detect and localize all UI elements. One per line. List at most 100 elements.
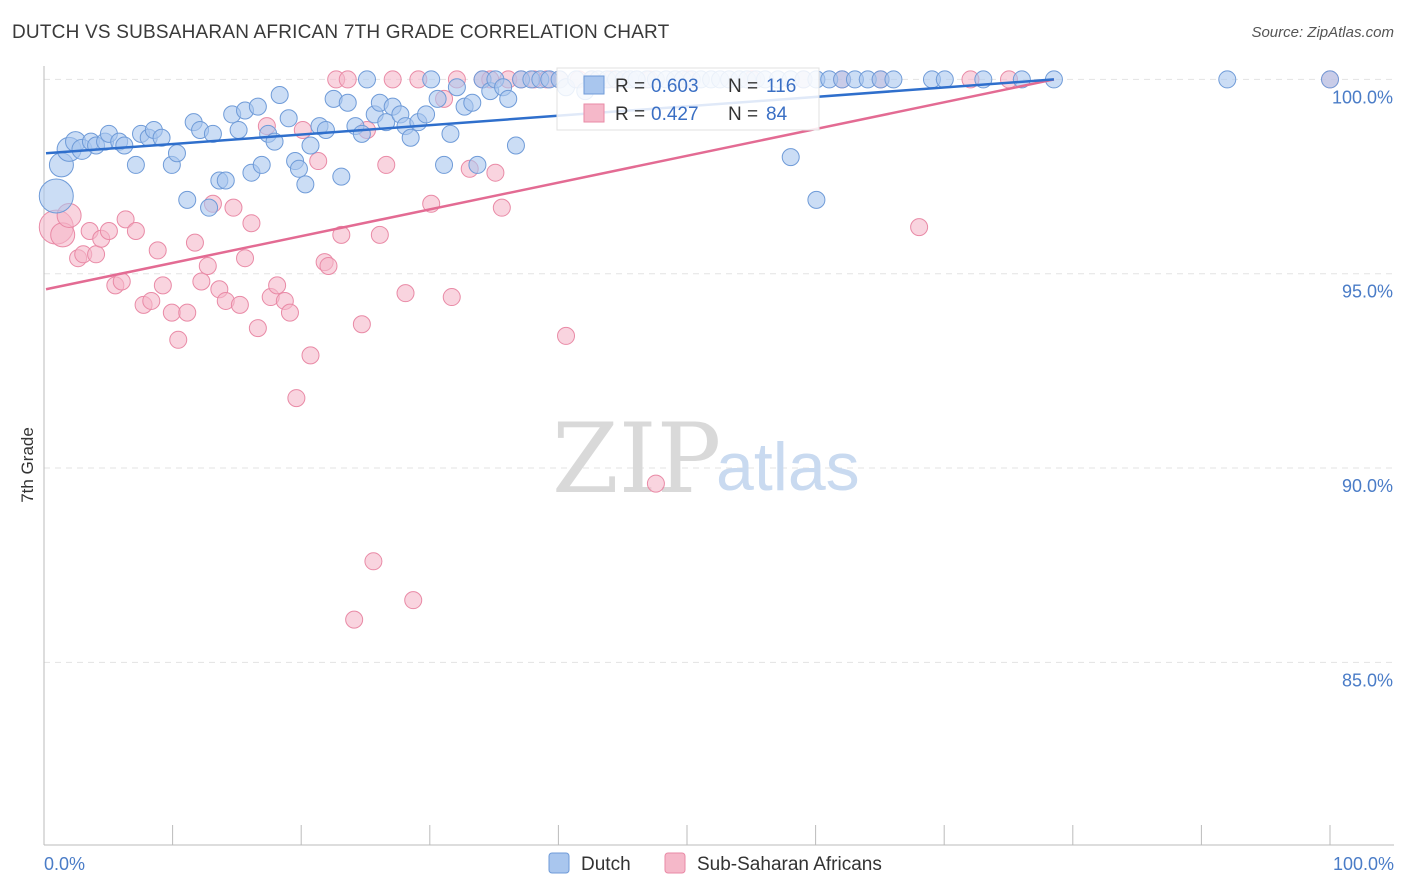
dutch-point xyxy=(463,93,482,112)
dutch-point xyxy=(352,124,371,143)
african-point xyxy=(287,389,306,408)
stats-r-label-african: R = xyxy=(615,104,645,125)
dutch-trend-line xyxy=(45,78,1055,155)
stats-n-value-african: 84 xyxy=(766,104,788,125)
african-point xyxy=(99,221,118,240)
african-point xyxy=(198,256,217,275)
dutch-point xyxy=(270,85,289,104)
dutch-point xyxy=(200,198,219,217)
african-point xyxy=(87,245,106,264)
african-point xyxy=(377,155,396,174)
dutch-point xyxy=(468,155,487,174)
dutch-point xyxy=(884,70,903,89)
african-point xyxy=(236,249,255,268)
african-point xyxy=(224,198,243,217)
african-point xyxy=(230,295,249,314)
axes xyxy=(43,66,1394,846)
african-point xyxy=(162,303,181,322)
dutch-point xyxy=(358,70,376,89)
dutch-point xyxy=(167,144,186,163)
african-point xyxy=(492,198,511,217)
dutch-point xyxy=(1012,70,1031,89)
dutch-point xyxy=(301,136,320,155)
african-trend-line xyxy=(45,78,1055,291)
african-point xyxy=(126,221,145,240)
african-point xyxy=(396,284,415,303)
dutch-point xyxy=(296,175,315,194)
dutch-point xyxy=(115,136,134,155)
y-tick-label: 95.0% xyxy=(1342,282,1393,302)
dutch-point xyxy=(279,109,298,128)
dutch-point xyxy=(203,124,222,143)
dutch-point xyxy=(252,155,271,174)
dutch-point xyxy=(401,128,420,147)
african-point xyxy=(383,70,402,89)
dutch-point xyxy=(316,120,335,139)
african-point xyxy=(319,256,338,275)
dutch-point xyxy=(441,124,460,143)
african-point xyxy=(169,330,188,349)
african-point xyxy=(332,225,351,244)
african-point xyxy=(352,315,371,334)
y-tick-label: 100.0% xyxy=(1332,87,1393,107)
african-point xyxy=(338,70,357,89)
dutch-point xyxy=(178,190,197,209)
african-point xyxy=(242,214,261,233)
legend-swatch-dutch xyxy=(548,852,570,874)
stats-n-label-dutch: N = xyxy=(728,76,758,97)
legend-label-african: Sub-Saharan Africans xyxy=(697,854,882,875)
african-point xyxy=(280,303,299,322)
african-point xyxy=(404,591,423,610)
african-point xyxy=(309,152,328,171)
african-point xyxy=(148,241,167,260)
african-point xyxy=(192,272,211,291)
x-tick-label-max: 100.0% xyxy=(1333,854,1394,874)
dutch-point xyxy=(338,93,357,112)
dutch-point xyxy=(506,136,525,155)
african-point xyxy=(910,218,929,237)
african-point xyxy=(153,276,172,295)
dutch-point xyxy=(229,120,248,139)
african-point xyxy=(116,210,135,229)
african-point xyxy=(486,163,505,182)
stats-box: R = 0.603 N = 116 R = 0.427 N = 84 xyxy=(556,67,820,131)
dutch-point xyxy=(417,105,436,124)
dutch-point xyxy=(377,113,396,132)
african-point xyxy=(370,225,389,244)
watermark: ZIP atlas xyxy=(552,403,860,515)
african-point xyxy=(345,610,364,629)
dutch-point xyxy=(289,159,308,178)
source-label: Source: ZipAtlas.com xyxy=(1251,24,1394,41)
african-point xyxy=(301,346,320,365)
dutch-point xyxy=(248,97,267,116)
dutch-point xyxy=(1218,70,1237,89)
trend-lines xyxy=(45,78,1055,291)
dutch-point xyxy=(332,167,351,186)
stats-r-value-african: 0.427 xyxy=(651,104,699,125)
stats-n-label-african: N = xyxy=(728,104,758,125)
dutch-point xyxy=(38,178,74,214)
y-tick-label: 90.0% xyxy=(1342,476,1393,496)
legend-swatch-african xyxy=(664,852,686,874)
dutch-point xyxy=(428,89,447,108)
y-tick-label: 85.0% xyxy=(1342,670,1393,690)
dutch-point xyxy=(216,171,235,190)
chart-title: DUTCH VS SUBSAHARAN AFRICAN 7TH GRADE CO… xyxy=(12,22,670,43)
african-point xyxy=(364,552,383,571)
legend: Dutch Sub-Saharan Africans xyxy=(548,852,882,875)
dutch-point xyxy=(1321,70,1339,89)
dutch-point xyxy=(447,78,466,97)
stats-r-value-dutch: 0.603 xyxy=(651,76,699,97)
dutch-point xyxy=(935,70,954,89)
african-point xyxy=(557,326,576,345)
stats-r-label-dutch: R = xyxy=(615,76,645,97)
stats-n-value-dutch: 116 xyxy=(766,76,796,97)
x-tick-label-min: 0.0% xyxy=(44,854,85,874)
dutch-point xyxy=(435,155,454,174)
dutch-point xyxy=(807,190,826,209)
african-point xyxy=(646,474,665,493)
dutch-point xyxy=(781,148,800,167)
watermark-zip: ZIP xyxy=(552,403,721,515)
legend-label-dutch: Dutch xyxy=(581,854,631,875)
